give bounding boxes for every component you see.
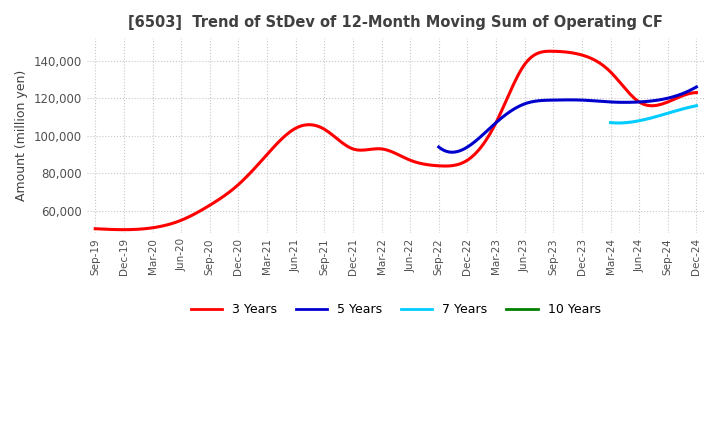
Legend: 3 Years, 5 Years, 7 Years, 10 Years: 3 Years, 5 Years, 7 Years, 10 Years [186,298,606,321]
Y-axis label: Amount (million yen): Amount (million yen) [15,70,28,202]
Title: [6503]  Trend of StDev of 12-Month Moving Sum of Operating CF: [6503] Trend of StDev of 12-Month Moving… [128,15,663,30]
